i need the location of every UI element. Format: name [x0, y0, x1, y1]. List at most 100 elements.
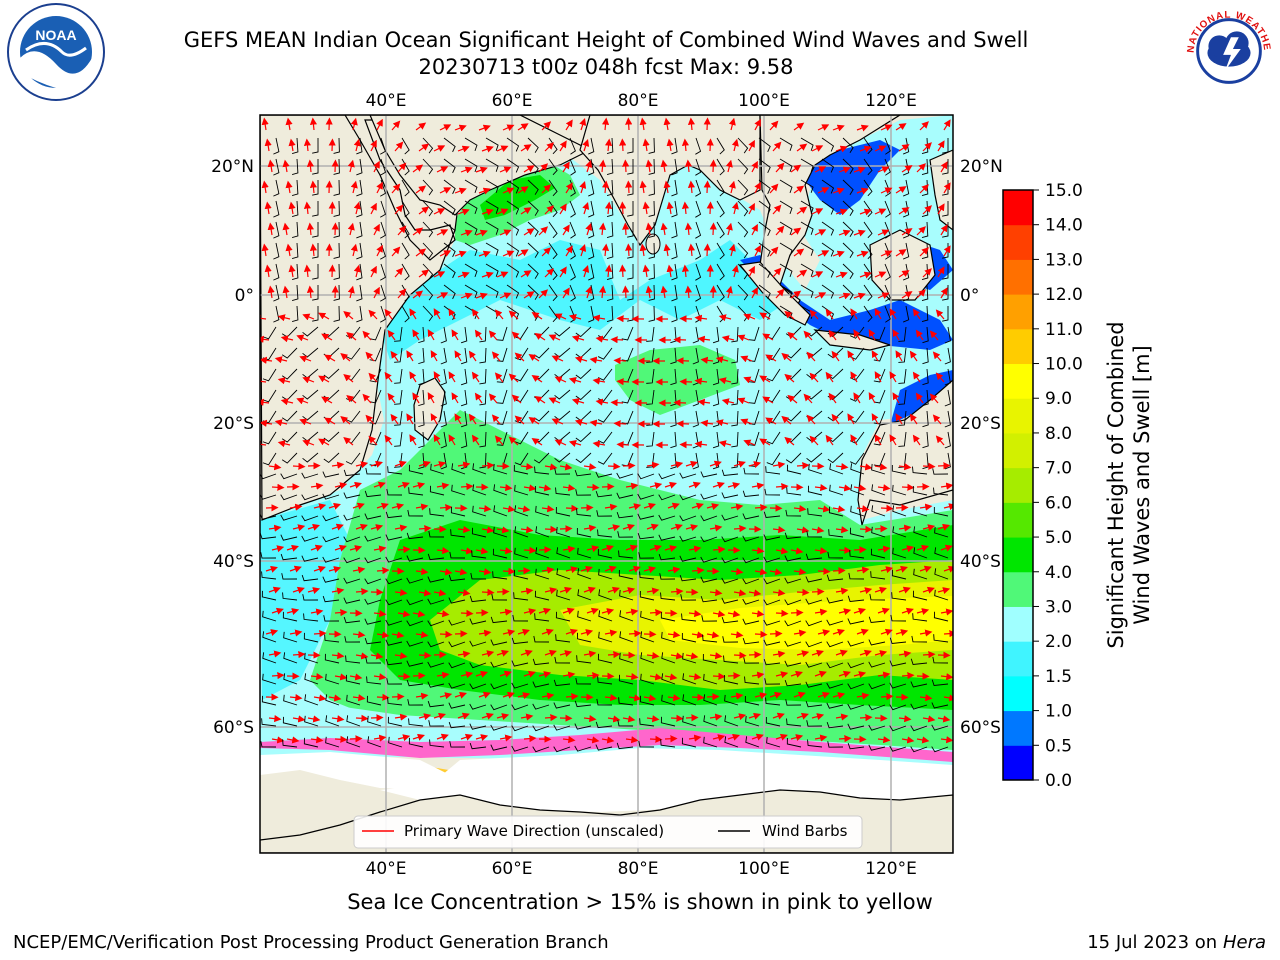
wind-barb: [496, 410, 508, 425]
wind-barb: [648, 200, 655, 217]
wave-direction-arrow: [260, 335, 270, 343]
wind-barb: [902, 242, 910, 260]
wave-direction-arrow: [496, 271, 509, 279]
wave-direction-arrow: [517, 123, 529, 131]
colorbar-tick-label: 6.0: [1045, 493, 1072, 513]
wind-barb: [827, 551, 844, 559]
wind-barb: [422, 263, 434, 280]
wind-barb: [343, 492, 361, 499]
wave-direction-arrow: [324, 417, 336, 425]
wave-direction-arrow: [754, 504, 768, 512]
colorbar-segment: [1003, 641, 1033, 677]
wind-barb: [898, 368, 907, 384]
wind-barb: [942, 263, 949, 280]
wave-direction-arrow: [874, 434, 882, 446]
wave-direction-arrow: [589, 419, 603, 427]
wind-barb: [273, 137, 280, 155]
wave-direction-arrow: [901, 672, 915, 680]
wind-barb: [527, 179, 539, 195]
wave-direction-arrow: [491, 351, 501, 362]
wave-direction-arrow: [436, 292, 449, 299]
wind-barb: [731, 389, 739, 406]
wave-direction-arrow: [418, 269, 430, 278]
very-low-wave-zone: [805, 140, 900, 215]
wave-direction-arrow: [292, 650, 306, 659]
wave-direction-arrow: [433, 371, 441, 383]
wave-direction-arrow: [759, 438, 771, 446]
wind-barb: [450, 529, 466, 538]
wind-barb: [942, 305, 949, 322]
wave-direction-arrow: [681, 264, 690, 278]
wave-direction-arrow: [847, 413, 855, 425]
wave-direction-arrow: [643, 502, 656, 510]
wave-direction-arrow: [541, 184, 552, 194]
wind-barb: [464, 263, 478, 278]
wind-barb: [554, 389, 571, 400]
wind-barb: [273, 200, 280, 218]
wind-barb: [737, 200, 749, 217]
wind-barb: [418, 326, 425, 344]
footer-date: 15 Jul 2023 on Hera: [1087, 932, 1266, 953]
wind-barb: [758, 284, 771, 300]
wind-barb: [406, 577, 424, 584]
top-lon-label: 80°E: [618, 91, 659, 111]
wind-barb: [933, 487, 949, 496]
wave-direction-arrow: [751, 223, 758, 236]
wind-barb: [369, 431, 382, 446]
wind-barb: [514, 505, 529, 517]
wind-barb: [588, 137, 595, 155]
wave-direction-arrow: [562, 545, 576, 553]
wave-direction-arrow: [478, 187, 491, 195]
wind-barb: [533, 452, 550, 464]
wave-direction-arrow: [343, 374, 354, 383]
wind-barb: [737, 284, 749, 301]
wave-direction-arrow: [551, 355, 564, 363]
wind-barb: [449, 551, 466, 559]
wave-direction-arrow: [302, 313, 315, 321]
wind-barb: [873, 431, 886, 446]
wave-direction-arrow: [548, 334, 561, 342]
wave-direction-arrow: [307, 523, 320, 531]
wind-barb: [440, 389, 447, 407]
wind-barb: [721, 469, 739, 476]
wave-direction-arrow: [343, 311, 354, 320]
wave-direction-arrow: [700, 356, 714, 364]
wave-direction-arrow: [838, 166, 851, 174]
wind-barb: [422, 242, 434, 259]
wind-barb: [281, 347, 298, 359]
wind-barb: [944, 347, 951, 365]
wind-barb: [898, 431, 907, 447]
wave-direction-arrow: [787, 331, 798, 341]
wind-barb: [440, 347, 447, 365]
wave-direction-arrow: [856, 505, 870, 513]
wind-barb: [262, 368, 277, 382]
map-legend: Primary Wave Direction (unscaled) Wind B…: [353, 815, 863, 849]
wave-direction-arrow: [412, 227, 424, 236]
wave-direction-arrow: [481, 208, 494, 216]
wave-direction-arrow: [430, 413, 438, 425]
wave-direction-arrow: [616, 441, 630, 449]
wind-barb: [716, 284, 725, 302]
wind-barb: [281, 452, 298, 464]
wave-direction-arrow: [390, 350, 399, 362]
wave-direction-arrow: [916, 544, 929, 552]
wind-barb: [932, 468, 949, 475]
wind-barb: [800, 200, 814, 214]
wind-barb: [292, 179, 299, 197]
wind-barb: [448, 574, 466, 582]
wind-barb: [301, 555, 319, 562]
wave-direction-arrow: [877, 484, 891, 492]
wave-direction-arrow: [601, 243, 610, 257]
wave-direction-arrow: [355, 587, 369, 596]
wind-barb: [385, 578, 403, 585]
wave-direction-arrow: [439, 503, 453, 512]
wave-direction-arrow: [309, 180, 318, 194]
wind-barb: [496, 347, 508, 362]
wind-barb: [569, 284, 576, 302]
wave-direction-arrow: [321, 333, 333, 341]
wave-direction-arrow: [310, 544, 323, 552]
wave-direction-arrow: [775, 483, 789, 491]
wave-direction-arrow: [592, 377, 606, 385]
wind-barb: [485, 263, 499, 277]
wave-direction-arrow: [853, 392, 861, 404]
